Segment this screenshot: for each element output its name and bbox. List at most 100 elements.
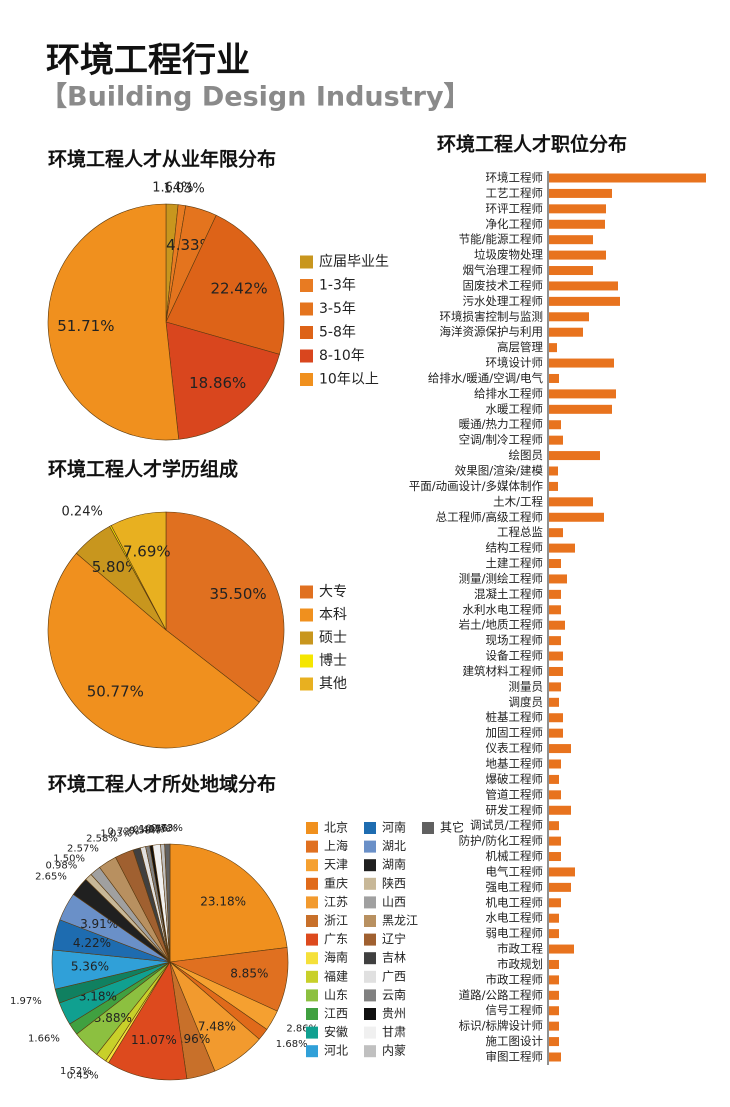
- legend-swatch: [306, 970, 318, 983]
- bar: [549, 512, 604, 522]
- legend-label: 5-8年: [319, 325, 356, 341]
- category-label: 市政工程: [497, 942, 543, 956]
- legend-swatch: [300, 279, 313, 292]
- category-label: 环境工程师: [486, 171, 544, 185]
- legend-label: 贵州: [382, 1007, 406, 1021]
- legend-swatch: [364, 840, 376, 853]
- bar: [549, 713, 563, 723]
- category-label: 审图工程师: [486, 1050, 544, 1064]
- legend-swatch: [300, 654, 313, 668]
- bar: [549, 790, 561, 800]
- bar: [549, 250, 606, 260]
- bar: [549, 1037, 559, 1047]
- legend-label: 本科: [319, 607, 347, 623]
- legend-label: 甘肃: [382, 1025, 406, 1039]
- slice-label: 1.52%: [60, 1066, 92, 1077]
- legend-label: 福建: [324, 968, 348, 983]
- category-label: 调试员/工程师: [470, 818, 543, 832]
- category-label: 管道工程师: [486, 787, 544, 801]
- legend-label: 内蒙: [382, 1044, 406, 1058]
- legend-swatch: [306, 840, 318, 853]
- slice-label: 3.88%: [94, 1011, 132, 1025]
- legend-swatch: [364, 1008, 376, 1020]
- slice-label: 35.50%: [209, 585, 266, 603]
- category-label: 垃圾废物处理: [474, 248, 543, 262]
- legend-swatch: [306, 1045, 318, 1058]
- slice-label: 50.77%: [87, 683, 144, 701]
- legend-label: 硕士: [319, 630, 347, 646]
- legend-swatch: [306, 822, 318, 834]
- bar: [549, 358, 614, 368]
- legend-label: 陕西: [382, 875, 406, 890]
- bar: [549, 759, 561, 769]
- category-label: 仪表工程师: [486, 741, 544, 755]
- category-label: 污水处理工程师: [463, 294, 544, 308]
- slice-label: 0.45%: [67, 1070, 99, 1081]
- chart-title: 环境工程人才学历组成: [48, 458, 238, 481]
- bar: [549, 852, 561, 862]
- pie-slice: [47, 552, 260, 749]
- category-label: 研发工程师: [486, 803, 544, 817]
- chart-title: 环境工程人才所处地域分布: [48, 773, 276, 796]
- page-subtitle: 【Building Design Industry】: [40, 82, 471, 113]
- category-label: 水暖工程师: [486, 402, 544, 416]
- slice-label: 7.69%: [123, 543, 171, 561]
- legend-label: 天津: [324, 858, 348, 872]
- bar: [549, 497, 593, 507]
- legend-label: 河北: [324, 1044, 348, 1058]
- bar: [549, 543, 575, 553]
- category-label: 土建工程师: [486, 556, 544, 570]
- category-label: 施工图设计: [486, 1034, 544, 1048]
- legend-label: 湖北: [382, 838, 406, 853]
- bar: [549, 1021, 559, 1031]
- category-label: 效果图/渲染/建模: [455, 464, 544, 478]
- bar: [549, 975, 559, 985]
- category-label: 空调/制冷工程师: [459, 433, 543, 447]
- category-label: 信号工程师: [486, 1003, 544, 1017]
- bar: [549, 435, 563, 445]
- bar: [549, 882, 571, 892]
- bar: [549, 605, 561, 615]
- bar: [549, 867, 575, 877]
- category-label: 节能/能源工程师: [459, 232, 543, 246]
- category-label: 机电工程师: [486, 895, 544, 909]
- category-label: 结构工程师: [486, 541, 544, 555]
- legend-label: 江西: [324, 1007, 348, 1021]
- bar: [549, 636, 561, 646]
- bar: [549, 697, 559, 707]
- legend-swatch: [300, 677, 313, 691]
- category-label: 建筑材料工程师: [463, 664, 544, 678]
- bar: [549, 373, 559, 383]
- category-label: 混凝土工程师: [474, 587, 543, 601]
- pie-slice: [165, 511, 285, 703]
- legend-swatch: [300, 585, 313, 599]
- category-label: 岩土/地质工程师: [459, 618, 543, 632]
- category-label: 电气工程师: [486, 864, 544, 878]
- pie-slice: [164, 843, 171, 963]
- legend-label: 浙江: [324, 914, 348, 928]
- bar: [549, 312, 589, 322]
- legend-label: 大专: [319, 584, 347, 600]
- chart-title: 环境工程人才职位分布: [437, 133, 627, 156]
- legend-label: 河南: [382, 820, 406, 835]
- bar: [549, 990, 559, 1000]
- legend-swatch: [300, 255, 313, 269]
- bar: [549, 481, 558, 491]
- slice-label: 7.48%: [198, 1020, 236, 1034]
- category-label: 工艺工程师: [486, 186, 544, 200]
- category-label: 环评工程师: [486, 201, 544, 215]
- slice-label: 1.50%: [53, 853, 85, 864]
- category-label: 环境设计师: [486, 356, 544, 370]
- bar: [549, 1006, 559, 1016]
- category-label: 测量员: [509, 679, 544, 693]
- legend-swatch: [364, 822, 376, 834]
- legend-label: 海南: [324, 950, 348, 965]
- legend-label: 其它: [440, 820, 464, 835]
- pie-slice: [108, 961, 188, 1081]
- slice-label: 0.98%: [45, 860, 77, 871]
- slice-label: 2.86%: [286, 1023, 318, 1034]
- legend-swatch: [364, 1026, 376, 1039]
- legend-label: 上海: [324, 838, 348, 853]
- category-label: 水电工程师: [486, 911, 544, 925]
